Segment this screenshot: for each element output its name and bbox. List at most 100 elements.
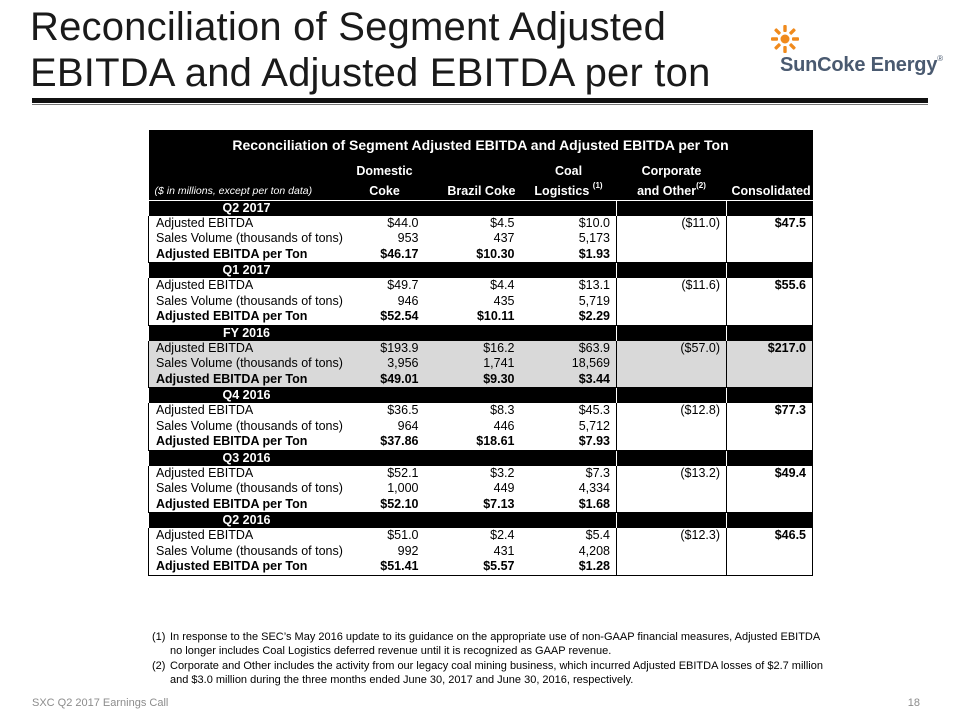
row-label: Adjusted EBITDA per Ton: [148, 434, 345, 451]
row-label: Adjusted EBITDA: [148, 403, 345, 419]
table-row: Adjusted EBITDA per Ton $52.10 $7.13 $1.68: [148, 496, 813, 513]
cell-brazil: $4.4: [490, 278, 515, 292]
cell-domestic: $49.7: [387, 278, 419, 292]
section-header-cell: [424, 199, 521, 216]
cell-brazil: $18.61: [424, 434, 521, 451]
col-coal-footnote-ref: (1): [592, 181, 603, 191]
section-header-row: Q1 2017: [148, 262, 813, 278]
table-row: Sales Volume (thousands of tons) 1,000 449…: [148, 481, 813, 497]
section-header-cell: [344, 387, 425, 403]
row-label: Sales Volume (thousands of tons): [148, 356, 345, 372]
table-row: Adjusted EBITDA per Ton $52.54 $10.11 $2.29: [148, 309, 813, 326]
cell-consolidated: [726, 559, 813, 576]
cell-coal: $63.9: [520, 340, 617, 356]
cell-consolidated: $47.5: [726, 215, 813, 231]
section-header-cell: [520, 512, 617, 528]
cell-consolidated: [726, 371, 813, 388]
footnote-text: In response to the SEC’s May 2016 update…: [170, 631, 820, 657]
reconciliation-table: Reconciliation of Segment Adjusted EBITD…: [148, 130, 813, 576]
cell-consolidated: [726, 293, 813, 309]
section-header-cell: [616, 262, 727, 278]
cell-corp: ($12.3): [616, 528, 727, 544]
row-label: Adjusted EBITDA per Ton: [148, 559, 345, 576]
cell-domestic: $37.86: [344, 434, 425, 451]
section-label: FY 2016: [148, 324, 345, 341]
section-label: Q1 2017: [148, 262, 345, 278]
section-header-row: FY 2016: [148, 324, 813, 341]
column-header-row-1: Domestic Coal Corporate: [148, 160, 813, 180]
cell-consolidated: [726, 246, 813, 263]
cell-coal: 5,173: [578, 231, 610, 245]
footnote-2: (2) Corporate and Other includes the act…: [152, 659, 832, 687]
col-corp-line1: Corporate: [616, 160, 727, 180]
col-corporate: and Other(2): [616, 180, 727, 200]
section-label: Q2 2017: [148, 199, 345, 216]
cell-coal: $7.3: [585, 465, 610, 480]
table-row: Adjusted EBITDA per Ton $51.41 $5.57 $1.28: [148, 559, 813, 576]
cell-domestic: $46.17: [344, 246, 425, 263]
column-header-row-2: ($ in millions, except per ton data) Cok…: [148, 180, 813, 200]
table-row: Sales Volume (thousands of tons) 946 435 5,…: [148, 293, 813, 309]
table-row: Adjusted EBITDA $49.7 $4.4 $13.1 ($11.6) $55.…: [148, 278, 813, 294]
cell-brazil: $7.13: [424, 496, 521, 513]
section-header-cell: [616, 199, 727, 216]
cell-coal: 5,712: [578, 418, 610, 433]
row-label: Adjusted EBITDA: [148, 465, 345, 481]
cell-brazil: $10.11: [424, 309, 521, 326]
table-row: Sales Volume (thousands of tons) 964 446 5,…: [148, 418, 813, 434]
row-label: Adjusted EBITDA: [148, 528, 345, 544]
row-label: Adjusted EBITDA: [148, 278, 345, 294]
footnote-1: (1) In response to the SEC’s May 2016 up…: [152, 630, 832, 658]
slide-title-line1: Reconciliation of Segment Adjusted: [30, 5, 667, 49]
cell-domestic: $44.0: [387, 215, 419, 230]
cell-brazil: $16.2: [424, 340, 521, 356]
section-header-cell: [616, 449, 727, 466]
suncoke-logo: SunCoke Energy®: [770, 24, 943, 80]
cell-brazil: $8.3: [490, 403, 515, 417]
cell-brazil: 435: [493, 293, 515, 308]
row-label: Adjusted EBITDA: [148, 340, 345, 356]
row-label: Adjusted EBITDA per Ton: [148, 371, 345, 388]
table-title-row: Reconciliation of Segment Adjusted EBITD…: [148, 130, 813, 160]
cell-coal: $5.4: [585, 528, 610, 542]
section-header-cell: [616, 512, 727, 528]
section-header-row: Q4 2016: [148, 387, 813, 403]
cell-domestic: 3,956: [344, 356, 425, 372]
section-header-cell: [424, 449, 521, 466]
table-row: Adjusted EBITDA per Ton $49.01 $9.30 $3.44: [148, 371, 813, 388]
section-header-cell: [520, 449, 617, 466]
cell-brazil: $5.57: [424, 559, 521, 576]
cell-coal: 4,334: [578, 481, 610, 495]
cell-coal: $1.28: [520, 559, 617, 576]
row-label: Sales Volume (thousands of tons): [148, 231, 345, 247]
cell-corp: [616, 434, 727, 451]
section-header-cell: [726, 387, 813, 403]
cell-coal: $45.3: [578, 403, 610, 417]
section-header-cell: [520, 324, 617, 341]
cell-domestic: $36.5: [387, 403, 419, 417]
table-title: Reconciliation of Segment Adjusted EBITD…: [148, 130, 813, 160]
section-label: Q4 2016: [148, 387, 345, 403]
cell-domestic: 946: [397, 293, 419, 308]
cell-consolidated: [726, 543, 813, 559]
section-header-cell: [424, 387, 521, 403]
cell-corp: [616, 309, 727, 326]
section-header-cell: [344, 199, 425, 216]
section-header-cell: [726, 324, 813, 341]
table-row: Adjusted EBITDA per Ton $46.17 $10.30 $1.93: [148, 246, 813, 263]
title-rule-thin: [32, 104, 928, 105]
cell-domestic: 992: [397, 543, 419, 558]
cell-corp: [616, 418, 727, 434]
cell-domestic: 1,000: [387, 481, 419, 495]
footnote-text: Corporate and Other includes the activit…: [170, 660, 823, 686]
section-header-cell: [424, 262, 521, 278]
row-label: Adjusted EBITDA per Ton: [148, 246, 345, 263]
cell-coal: $13.1: [578, 278, 610, 292]
col-domestic-line1: Domestic: [344, 160, 425, 180]
cell-consolidated: [726, 356, 813, 372]
section-header-cell: [520, 262, 617, 278]
col-coal-line2: Logistics: [534, 183, 590, 198]
cell-brazil: $9.30: [424, 371, 521, 388]
cell-corp: [616, 231, 727, 247]
cell-corp: [616, 481, 727, 497]
